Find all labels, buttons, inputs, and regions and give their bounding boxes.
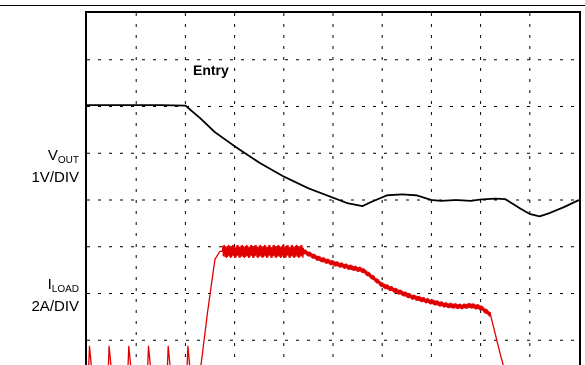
iload-scale: 2A/DIV: [31, 298, 79, 315]
vout-symbol: V: [47, 147, 58, 164]
grid: [87, 13, 579, 365]
traces: [87, 104, 580, 365]
channel-label-vout: VOUT 1V/DIV: [31, 147, 79, 186]
iload-symbol: I: [47, 276, 52, 293]
vout-subscript: OUT: [57, 155, 79, 166]
plot-frame: [85, 11, 581, 365]
vout-trace: [87, 104, 580, 218]
annotation-entry: Entry: [193, 62, 229, 78]
vout-scale: 1V/DIV: [31, 169, 79, 186]
channel-label-iload: ILOAD 2A/DIV: [31, 276, 79, 315]
iload-subscript: LOAD: [51, 284, 79, 295]
iload-trace: [88, 244, 504, 365]
